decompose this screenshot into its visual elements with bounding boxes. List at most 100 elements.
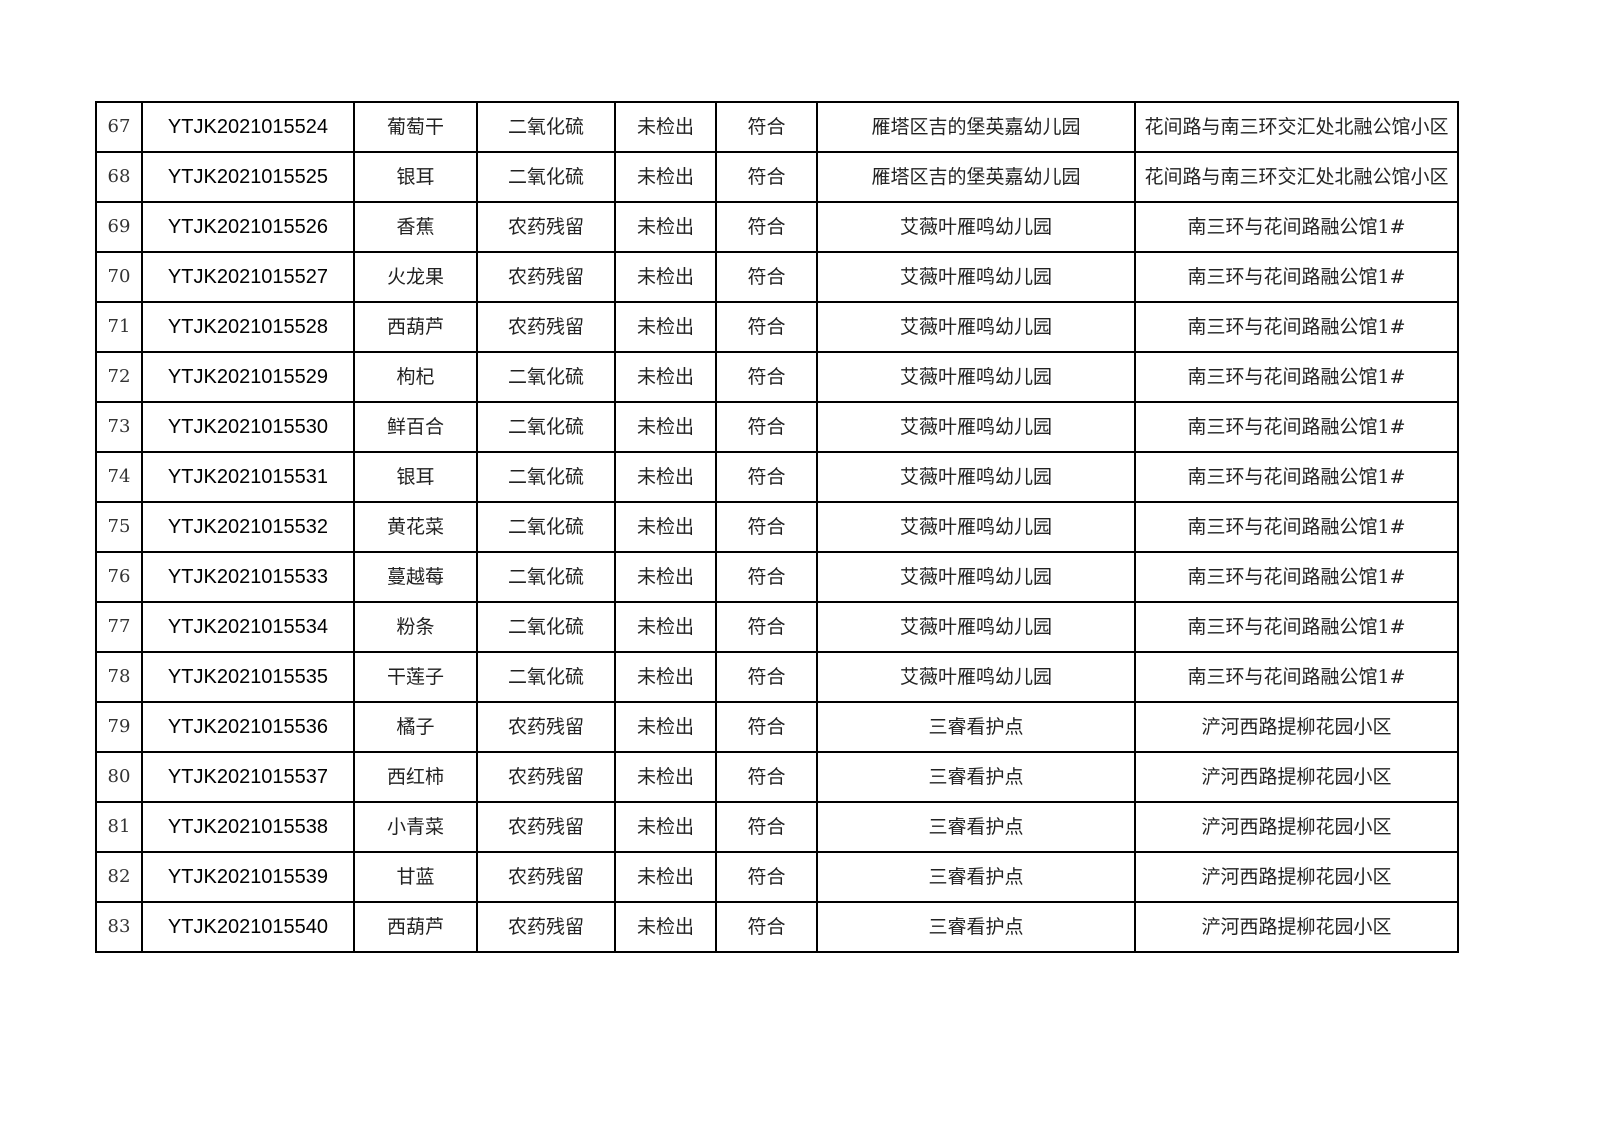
test-result-cell: 未检出 (614, 551, 717, 603)
verdict-cell: 符合 (715, 401, 818, 453)
verdict-cell: 符合 (715, 501, 818, 553)
sample-code-cell: YTJK2021015524 (141, 101, 355, 153)
unit-address-cell: 南三环与花间路融公馆1# (1134, 501, 1459, 553)
row-number-cell: 74 (95, 451, 143, 503)
unit-address-cell: 南三环与花间路融公馆1# (1134, 551, 1459, 603)
unit-address-cell: 南三环与花间路融公馆1# (1134, 251, 1459, 303)
sampled-unit-cell: 三睿看护点 (816, 901, 1136, 953)
table-row: 68 YTJK2021015525 银耳 二氧化硫 未检出 符合 雁塔区吉的堡英嘉幼儿园 花间… (95, 151, 1459, 203)
test-result-cell: 未检出 (614, 451, 717, 503)
unit-address-cell: 浐河西路提柳花园小区 (1134, 701, 1459, 753)
test-result-cell: 未检出 (614, 751, 717, 803)
test-item-cell: 二氧化硫 (476, 551, 616, 603)
sample-code-cell: YTJK2021015540 (141, 901, 355, 953)
sampled-unit-cell: 艾薇叶雁鸣幼儿园 (816, 551, 1136, 603)
row-number-cell: 75 (95, 501, 143, 553)
unit-address-cell: 浐河西路提柳花园小区 (1134, 901, 1459, 953)
sample-name-cell: 橘子 (353, 701, 478, 753)
sampled-unit-cell: 艾薇叶雁鸣幼儿园 (816, 351, 1136, 403)
sample-name-cell: 香蕉 (353, 201, 478, 253)
verdict-cell: 符合 (715, 201, 818, 253)
sampled-unit-cell: 艾薇叶雁鸣幼儿园 (816, 201, 1136, 253)
sample-name-cell: 干莲子 (353, 651, 478, 703)
test-item-cell: 农药残留 (476, 201, 616, 253)
verdict-cell: 符合 (715, 451, 818, 503)
row-number-cell: 76 (95, 551, 143, 603)
test-result-cell: 未检出 (614, 401, 717, 453)
test-result-cell: 未检出 (614, 201, 717, 253)
sample-name-cell: 西葫芦 (353, 301, 478, 353)
sample-code-cell: YTJK2021015525 (141, 151, 355, 203)
test-item-cell: 二氧化硫 (476, 351, 616, 403)
unit-address-cell: 南三环与花间路融公馆1# (1134, 201, 1459, 253)
test-result-cell: 未检出 (614, 101, 717, 153)
row-number-cell: 72 (95, 351, 143, 403)
sample-name-cell: 粉条 (353, 601, 478, 653)
table-row: 75 YTJK2021015532 黄花菜 二氧化硫 未检出 符合 艾薇叶雁鸣幼儿园 南三环与… (95, 501, 1459, 553)
table-row: 78 YTJK2021015535 干莲子 二氧化硫 未检出 符合 艾薇叶雁鸣幼儿园 南三环与… (95, 651, 1459, 703)
sample-code-cell: YTJK2021015526 (141, 201, 355, 253)
table-row: 76 YTJK2021015533 蔓越莓 二氧化硫 未检出 符合 艾薇叶雁鸣幼儿园 南三环与… (95, 551, 1459, 603)
sampled-unit-cell: 艾薇叶雁鸣幼儿园 (816, 651, 1136, 703)
sample-code-cell: YTJK2021015528 (141, 301, 355, 353)
sample-name-cell: 枸杞 (353, 351, 478, 403)
table-row: 82 YTJK2021015539 甘蓝 农药残留 未检出 符合 三睿看护点 浐河西路提柳花园… (95, 851, 1459, 903)
verdict-cell: 符合 (715, 101, 818, 153)
test-item-cell: 农药残留 (476, 851, 616, 903)
verdict-cell: 符合 (715, 351, 818, 403)
table-row: 69 YTJK2021015526 香蕉 农药残留 未检出 符合 艾薇叶雁鸣幼儿园 南三环与花… (95, 201, 1459, 253)
sampled-unit-cell: 艾薇叶雁鸣幼儿园 (816, 501, 1136, 553)
verdict-cell: 符合 (715, 551, 818, 603)
row-number-cell: 80 (95, 751, 143, 803)
sample-code-cell: YTJK2021015530 (141, 401, 355, 453)
test-result-cell: 未检出 (614, 151, 717, 203)
sample-name-cell: 银耳 (353, 451, 478, 503)
row-number-cell: 70 (95, 251, 143, 303)
table-row: 72 YTJK2021015529 枸杞 二氧化硫 未检出 符合 艾薇叶雁鸣幼儿园 南三环与花… (95, 351, 1459, 403)
sample-name-cell: 小青菜 (353, 801, 478, 853)
sample-name-cell: 黄花菜 (353, 501, 478, 553)
test-item-cell: 农药残留 (476, 901, 616, 953)
row-number-cell: 77 (95, 601, 143, 653)
verdict-cell: 符合 (715, 301, 818, 353)
test-item-cell: 二氧化硫 (476, 451, 616, 503)
sampled-unit-cell: 雁塔区吉的堡英嘉幼儿园 (816, 101, 1136, 153)
sample-code-cell: YTJK2021015539 (141, 851, 355, 903)
verdict-cell: 符合 (715, 901, 818, 953)
unit-address-cell: 浐河西路提柳花园小区 (1134, 801, 1459, 853)
sample-code-cell: YTJK2021015538 (141, 801, 355, 853)
test-item-cell: 二氧化硫 (476, 101, 616, 153)
test-item-cell: 农药残留 (476, 751, 616, 803)
verdict-cell: 符合 (715, 151, 818, 203)
table-row: 74 YTJK2021015531 银耳 二氧化硫 未检出 符合 艾薇叶雁鸣幼儿园 南三环与花… (95, 451, 1459, 503)
unit-address-cell: 南三环与花间路融公馆1# (1134, 601, 1459, 653)
table-row: 67 YTJK2021015524 葡萄干 二氧化硫 未检出 符合 雁塔区吉的堡英嘉幼儿园花… (95, 101, 1459, 153)
test-item-cell: 农药残留 (476, 301, 616, 353)
sample-code-cell: YTJK2021015527 (141, 251, 355, 303)
test-result-cell: 未检出 (614, 651, 717, 703)
table-row: 77 YTJK2021015534 粉条 二氧化硫 未检出 符合 艾薇叶雁鸣幼儿园 南三环与花… (95, 601, 1459, 653)
verdict-cell: 符合 (715, 601, 818, 653)
test-result-cell: 未检出 (614, 601, 717, 653)
table-row: 83 YTJK2021015540 西葫芦 农药残留 未检出 符合 三睿看护点 浐河西路提柳花… (95, 901, 1459, 953)
table-row: 81 YTJK2021015538 小青菜 农药残留 未检出 符合 三睿看护点 浐河西路提柳花… (95, 801, 1459, 853)
test-item-cell: 农药残留 (476, 701, 616, 753)
unit-address-cell: 南三环与花间路融公馆1# (1134, 301, 1459, 353)
row-number-cell: 67 (95, 101, 143, 153)
sampled-unit-cell: 艾薇叶雁鸣幼儿园 (816, 251, 1136, 303)
sampled-unit-cell: 三睿看护点 (816, 801, 1136, 853)
sample-code-cell: YTJK2021015535 (141, 651, 355, 703)
sample-name-cell: 西红柿 (353, 751, 478, 803)
test-item-cell: 二氧化硫 (476, 401, 616, 453)
unit-address-cell: 南三环与花间路融公馆1# (1134, 351, 1459, 403)
table-row: 79 YTJK2021015536 橘子 农药残留 未检出 符合 三睿看护点 浐河西路提柳花园… (95, 701, 1459, 753)
row-number-cell: 69 (95, 201, 143, 253)
verdict-cell: 符合 (715, 801, 818, 853)
sampled-unit-cell: 艾薇叶雁鸣幼儿园 (816, 601, 1136, 653)
row-number-cell: 79 (95, 701, 143, 753)
row-number-cell: 83 (95, 901, 143, 953)
test-result-cell: 未检出 (614, 801, 717, 853)
test-result-cell: 未检出 (614, 301, 717, 353)
verdict-cell: 符合 (715, 651, 818, 703)
sample-name-cell: 西葫芦 (353, 901, 478, 953)
